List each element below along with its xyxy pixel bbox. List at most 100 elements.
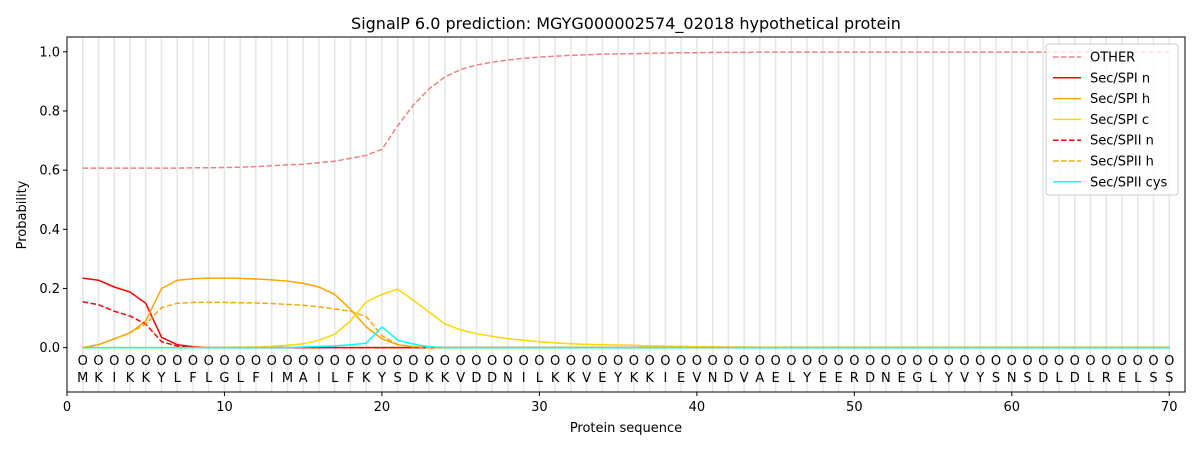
residue-label: E: [677, 371, 685, 386]
position-marker: O: [156, 354, 166, 369]
x-tick-label: 30: [531, 400, 548, 415]
position-marker: O: [1038, 354, 1048, 369]
residue-label: D: [865, 371, 875, 386]
residue-label: I: [270, 371, 274, 386]
residue-label: G: [912, 371, 922, 386]
residue-label: L: [237, 371, 245, 386]
residue-label: S: [1023, 371, 1031, 386]
residue-label: K: [141, 371, 150, 386]
residue-label: Y: [944, 371, 953, 386]
position-marker: O: [1085, 354, 1095, 369]
position-marker: O: [361, 354, 371, 369]
position-marker: O: [188, 354, 198, 369]
position-marker: O: [1148, 354, 1158, 369]
residue-label: Y: [613, 371, 622, 386]
residue-label: M: [77, 371, 88, 386]
residue-label: I: [522, 371, 526, 386]
position-marker: O: [519, 354, 529, 369]
position-marker: O: [109, 354, 119, 369]
position-marker: O: [1133, 354, 1143, 369]
legend-label: Sec/SPII n: [1090, 134, 1154, 149]
position-marker: O: [582, 354, 592, 369]
legend-label: Sec/SPII h: [1090, 155, 1154, 170]
residue-label: V: [692, 371, 701, 386]
position-marker: O: [849, 354, 859, 369]
residue-label: F: [252, 371, 259, 386]
residue-label: E: [598, 371, 606, 386]
legend-label: Sec/SPI h: [1090, 92, 1150, 107]
residue-label: K: [441, 371, 450, 386]
chart-title: SignalP 6.0 prediction: MGYG000002574_02…: [351, 14, 901, 34]
position-marker: O: [818, 354, 828, 369]
position-marker: O: [141, 354, 151, 369]
position-marker: O: [393, 354, 403, 369]
residue-label: L: [1055, 371, 1063, 386]
residue-label: L: [536, 371, 544, 386]
residue-label: K: [567, 371, 576, 386]
y-tick-label: 0.6: [39, 164, 60, 179]
series-line-sec-spii-cys: [82, 325, 1170, 349]
x-tick-label: 50: [846, 400, 863, 415]
residue-label: F: [347, 371, 354, 386]
position-marker: O: [1007, 354, 1017, 369]
residue-label: E: [1118, 371, 1126, 386]
position-marker: O: [786, 354, 796, 369]
plot-frame: [66, 36, 1186, 393]
residue-label: A: [755, 371, 764, 386]
position-marker: O: [912, 354, 922, 369]
position-marker: O: [219, 354, 229, 369]
x-tick-label: 10: [216, 400, 233, 415]
y-tick-label: 0.2: [39, 282, 60, 297]
residue-label: L: [1087, 371, 1095, 386]
y-tick-label: 0.0: [39, 341, 60, 356]
x-tick-label: 60: [1004, 400, 1021, 415]
position-marker: O: [172, 354, 182, 369]
residue-label: I: [112, 371, 116, 386]
position-marker: O: [345, 354, 355, 369]
position-marker: O: [896, 354, 906, 369]
position-marker: O: [770, 354, 780, 369]
position-marker: O: [755, 354, 765, 369]
position-marker: O: [975, 354, 985, 369]
position-marker: O: [125, 354, 135, 369]
series-line-sec-spi-n: [82, 277, 1170, 349]
residue-label: V: [582, 371, 591, 386]
residue-label: F: [189, 371, 196, 386]
position-marker: O: [944, 354, 954, 369]
residue-label: D: [1070, 371, 1080, 386]
residue-label: K: [94, 371, 103, 386]
position-marker: O: [440, 354, 450, 369]
residue-label: E: [771, 371, 779, 386]
position-marker: O: [566, 354, 576, 369]
x-tick-label: 0: [63, 400, 71, 415]
position-marker: O: [959, 354, 969, 369]
residue-label: L: [205, 371, 213, 386]
x-axis-label: Protein sequence: [570, 421, 682, 436]
residue-label: E: [819, 371, 827, 386]
y-axis-label: Probability: [15, 180, 30, 249]
position-marker: O: [298, 354, 308, 369]
position-marker: O: [991, 354, 1001, 369]
position-marker: O: [314, 354, 324, 369]
series-line-sec-spi-c: [82, 288, 1170, 349]
series-line-other: [82, 51, 1170, 169]
residue-label: L: [331, 371, 339, 386]
legend-box: [1045, 43, 1179, 196]
position-marker: O: [78, 354, 88, 369]
residue-label: R: [850, 371, 859, 386]
residue-label: K: [126, 371, 135, 386]
position-marker: O: [456, 354, 466, 369]
legend: OTHER Sec/SPI n Sec/SPI h Sec/SPI c Sec/SPII…: [1045, 43, 1179, 196]
position-marker: O: [487, 354, 497, 369]
position-marker: O: [881, 354, 891, 369]
residue-label: L: [1134, 371, 1142, 386]
residue-label: N: [1007, 371, 1017, 386]
residue-label: S: [1149, 371, 1157, 386]
residue-label: K: [362, 371, 371, 386]
residue-label: R: [1102, 371, 1111, 386]
residue-label: K: [551, 371, 560, 386]
position-marker: O: [550, 354, 560, 369]
residue-label: L: [929, 371, 937, 386]
residue-label: D: [487, 371, 497, 386]
legend-label: OTHER: [1090, 51, 1135, 66]
